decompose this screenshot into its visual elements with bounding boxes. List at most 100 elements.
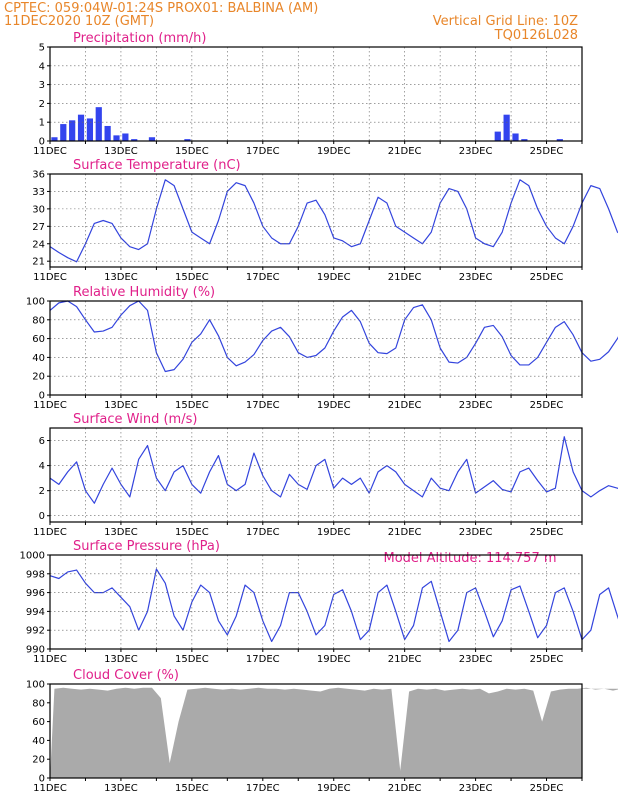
precip-bar bbox=[148, 137, 156, 141]
precip-bar bbox=[122, 133, 129, 141]
wind-x-tick-label: 21DEC bbox=[388, 527, 422, 538]
precipitation-y-tick-label: 1 bbox=[39, 118, 45, 129]
pressure-y-tick-label: 998 bbox=[26, 569, 45, 580]
precipitation-y-tick-label: 2 bbox=[39, 99, 45, 110]
precip-bar bbox=[131, 139, 138, 141]
precipitation-x-tick-label: 19DEC bbox=[317, 146, 351, 157]
wind-series-line bbox=[49, 436, 618, 504]
precip-bar bbox=[95, 107, 102, 141]
temperature-title: Surface Temperature (nC) bbox=[73, 158, 241, 173]
humidity-x-tick-label: 15DEC bbox=[175, 400, 209, 411]
precip-bar bbox=[60, 124, 67, 141]
precip-bar bbox=[77, 114, 85, 141]
humidity-panel: Relative Humidity (%) 0 20 40 60 80 100 11DEC 13… bbox=[26, 285, 618, 411]
humidity-y-tick-label: 60 bbox=[32, 334, 45, 345]
pressure-x-tick-label: 15DEC bbox=[175, 654, 209, 665]
cloud-cover-x-tick-label: 11DEC bbox=[33, 783, 67, 794]
humidity-y-tick-label: 40 bbox=[32, 353, 45, 364]
precip-bar bbox=[104, 125, 111, 141]
temperature-x-tick-label: 13DEC bbox=[104, 272, 138, 283]
temperature-y-tick-label: 21 bbox=[32, 257, 45, 268]
humidity-frame bbox=[49, 300, 583, 396]
cloud-cover-panel: Cloud Cover (%) 0 20 40 60 80 100 11DEC 13DEC 15D… bbox=[26, 668, 618, 794]
temperature-y-tick-label: 36 bbox=[32, 170, 45, 181]
temperature-y-tick-label: 30 bbox=[32, 204, 45, 215]
cloud-cover-x-tick-label: 15DEC bbox=[175, 783, 209, 794]
precip-bar bbox=[494, 131, 501, 141]
wind-y-tick-label: 4 bbox=[39, 461, 45, 472]
temperature-y-tick-label: 33 bbox=[32, 187, 45, 198]
precip-bar bbox=[69, 120, 76, 141]
humidity-x-tick-label: 17DEC bbox=[246, 400, 280, 411]
precipitation-y-tick-label: 4 bbox=[39, 61, 45, 72]
precipitation-title: Precipitation (mm/h) bbox=[73, 31, 206, 46]
temperature-y-tick-label: 24 bbox=[32, 239, 45, 250]
humidity-x-tick-label: 11DEC bbox=[33, 400, 67, 411]
precip-bar bbox=[503, 114, 510, 141]
temperature-panel: Surface Temperature (nC) 21 24 27 30 33 36 11DE… bbox=[32, 158, 618, 283]
precipitation-x-tick-label: 17DEC bbox=[246, 146, 280, 157]
precipitation-frame bbox=[49, 46, 583, 142]
pressure-y-tick-label: 990 bbox=[26, 645, 45, 656]
precipitation-y-tick-label: 3 bbox=[39, 80, 45, 91]
precip-bar bbox=[113, 135, 120, 141]
header-run-date: 11DEC2020 10Z (GMT) bbox=[4, 14, 154, 29]
temperature-x-tick-label: 23DEC bbox=[459, 272, 493, 283]
pressure-x-tick-label: 11DEC bbox=[33, 654, 67, 665]
cloud-cover-y-tick-label: 80 bbox=[32, 698, 45, 709]
header-grid-note: Vertical Grid Line: 10Z bbox=[433, 14, 578, 29]
wind-y-tick-label: 0 bbox=[39, 511, 45, 522]
temperature-x-tick-label: 15DEC bbox=[175, 272, 209, 283]
cloud-cover-area bbox=[50, 687, 618, 778]
precipitation-x-tick-label: 23DEC bbox=[459, 146, 493, 157]
pressure-x-tick-label: 25DEC bbox=[530, 654, 564, 665]
temperature-frame bbox=[49, 173, 583, 268]
pressure-x-tick-label: 19DEC bbox=[317, 654, 351, 665]
precip-bar bbox=[51, 137, 58, 141]
cloud-cover-y-tick-label: 100 bbox=[26, 680, 45, 691]
wind-y-tick-label: 2 bbox=[39, 486, 45, 497]
wind-x-tick-label: 23DEC bbox=[459, 527, 493, 538]
header-location: CPTEC: 059:04W-01:24S PROX01: BALBINA (A… bbox=[4, 1, 318, 16]
pressure-x-tick-label: 17DEC bbox=[246, 654, 280, 665]
cloud-cover-title: Cloud Cover (%) bbox=[73, 668, 179, 683]
precipitation-y-tick-label: 0 bbox=[39, 137, 45, 148]
temperature-x-tick-label: 19DEC bbox=[317, 272, 351, 283]
temperature-x-tick-label: 25DEC bbox=[530, 272, 564, 283]
wind-x-tick-label: 13DEC bbox=[104, 527, 138, 538]
temperature-x-tick-label: 17DEC bbox=[246, 272, 280, 283]
pressure-y-tick-label: 996 bbox=[26, 588, 45, 599]
cloud-cover-x-tick-label: 13DEC bbox=[104, 783, 138, 794]
panels: Precipitation (mm/h) 0 1 2 3 4 5 11DEC 13DEC 15DE… bbox=[20, 31, 618, 794]
header-model-id: TQ0126L028 bbox=[494, 28, 578, 43]
pressure-x-tick-label: 13DEC bbox=[104, 654, 138, 665]
precipitation-x-tick-label: 21DEC bbox=[388, 146, 422, 157]
precip-bar bbox=[521, 139, 528, 141]
cloud-cover-y-tick-label: 60 bbox=[32, 717, 45, 728]
precipitation-x-tick-label: 13DEC bbox=[104, 146, 138, 157]
pressure-series-line bbox=[49, 568, 618, 643]
humidity-x-tick-label: 19DEC bbox=[317, 400, 351, 411]
humidity-x-tick-label: 25DEC bbox=[530, 400, 564, 411]
wind-frame bbox=[49, 427, 583, 523]
cloud-cover-x-tick-label: 21DEC bbox=[388, 783, 422, 794]
cloud-cover-y-tick-label: 0 bbox=[39, 774, 45, 785]
wind-x-tick-label: 19DEC bbox=[317, 527, 351, 538]
precipitation-panel: Precipitation (mm/h) 0 1 2 3 4 5 11DEC 13DEC 15DE… bbox=[33, 31, 583, 157]
cloud-cover-frame bbox=[49, 683, 583, 779]
humidity-x-tick-label: 21DEC bbox=[388, 400, 422, 411]
wind-x-tick-label: 11DEC bbox=[33, 527, 67, 538]
pressure-y-tick-label: 1000 bbox=[20, 551, 45, 562]
wind-x-tick-label: 25DEC bbox=[530, 527, 564, 538]
pressure-x-tick-label: 23DEC bbox=[459, 654, 493, 665]
cloud-cover-y-tick-label: 40 bbox=[32, 736, 45, 747]
precipitation-x-tick-label: 15DEC bbox=[175, 146, 209, 157]
precipitation-x-tick-label: 25DEC bbox=[530, 146, 564, 157]
humidity-title: Relative Humidity (%) bbox=[73, 285, 215, 300]
humidity-y-tick-label: 20 bbox=[32, 372, 45, 383]
precip-bar bbox=[556, 139, 563, 141]
wind-y-tick-label: 6 bbox=[39, 436, 45, 447]
wind-panel: Surface Wind (m/s) 0 2 4 6 11DEC 13DEC 15DEC 17D… bbox=[33, 412, 618, 538]
precipitation-y-tick-label: 5 bbox=[39, 43, 45, 54]
